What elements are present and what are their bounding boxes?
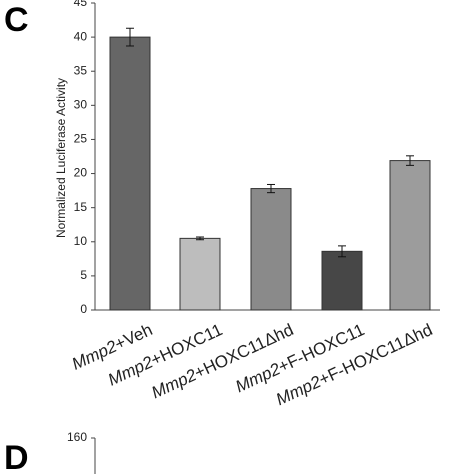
y-tick-label: 35 (74, 63, 88, 77)
y-tick-label: 45 (74, 0, 88, 9)
y-tick-label: 0 (80, 302, 87, 316)
bar (250, 188, 292, 311)
error-bar (196, 236, 204, 241)
y-axis-label: Normalized Luciferase Activity (54, 78, 68, 238)
panel-label: D (4, 439, 29, 474)
bar (321, 250, 363, 311)
y-tick-label: 160 (67, 430, 87, 444)
y-tick-label: 5 (80, 268, 87, 282)
error-bar (406, 155, 414, 166)
error-bar (126, 27, 134, 47)
bar (109, 36, 151, 311)
y-tick-label: 10 (74, 234, 88, 248)
y-tick-label: 40 (74, 29, 88, 43)
error-bar (338, 245, 346, 258)
panel-label: C (4, 1, 29, 39)
y-tick-label: 25 (74, 132, 88, 146)
bar (179, 237, 221, 311)
y-tick-label: 15 (74, 200, 88, 214)
error-bar (267, 183, 275, 194)
y-tick-label: 20 (74, 166, 88, 180)
bar (389, 160, 431, 311)
y-tick-label: 30 (74, 98, 88, 112)
